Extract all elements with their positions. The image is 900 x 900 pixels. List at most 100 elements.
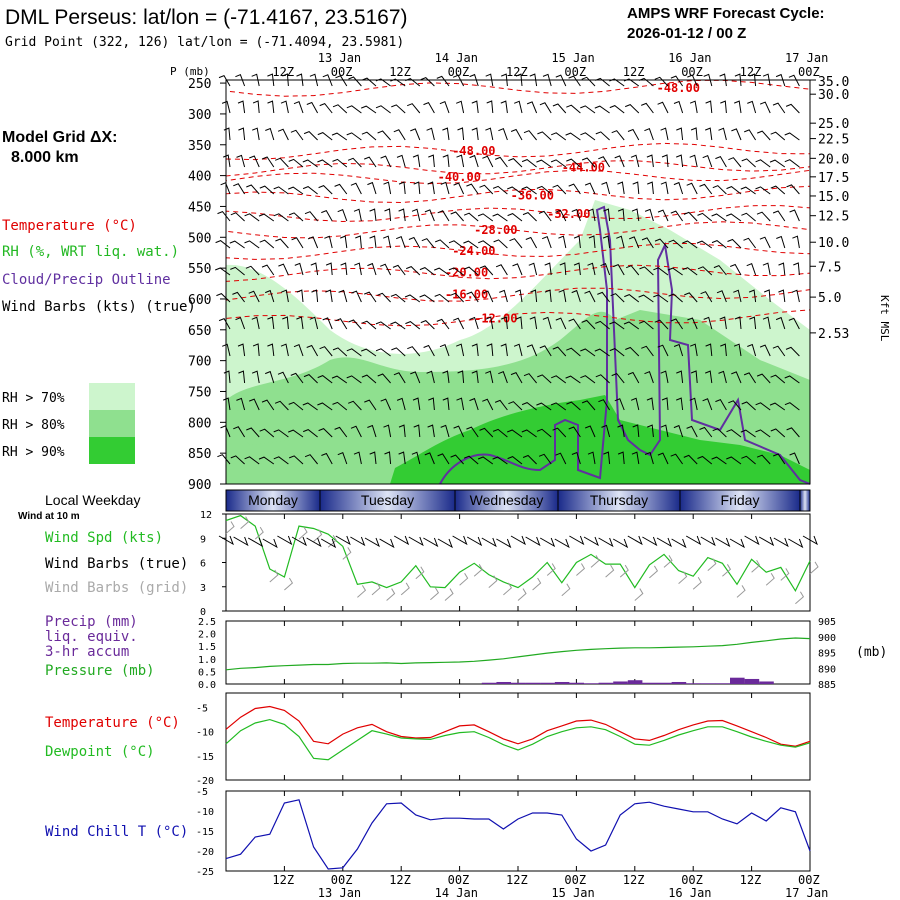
legend-item: Cloud/Precip Outline [2, 272, 171, 288]
wind-barb [492, 456, 508, 465]
wind-barb [542, 316, 552, 330]
wind-barb [673, 343, 684, 357]
wind-barb [610, 293, 625, 303]
wind-barb [450, 211, 464, 222]
wind-y-label: 6 [200, 559, 206, 570]
rh-swatch [89, 383, 135, 410]
wind-barb [471, 127, 479, 141]
wind-barb [419, 267, 435, 276]
wind-barb [230, 266, 245, 276]
wind-barb [769, 159, 786, 168]
wind-barb [747, 100, 757, 114]
wind-barb [689, 154, 698, 168]
pressure-axis-label: P (mb) [170, 65, 210, 78]
wind-barb [744, 129, 757, 141]
weekday-label: Friday [721, 492, 760, 508]
wind-barb [513, 343, 523, 357]
wind-barb [494, 399, 508, 411]
wind-barb [251, 316, 260, 330]
wind-barb [523, 373, 537, 384]
wind-barb [398, 208, 406, 222]
wind-barb [609, 321, 625, 330]
isotherm-line [225, 160, 811, 177]
precip-bar [496, 681, 511, 684]
wind-barb [657, 452, 669, 465]
wind-barb [512, 263, 523, 276]
wind-barb [237, 100, 246, 114]
wind-barb [786, 427, 800, 438]
pressure-label: 400 [188, 170, 211, 185]
true-wind-barb [685, 535, 702, 546]
wind-barb [715, 398, 727, 411]
wind-barb [743, 237, 757, 249]
wind-barb [230, 212, 245, 222]
legend-item: Temperature (°C) [2, 218, 137, 234]
wind-barb [427, 424, 435, 438]
panel-frame [225, 620, 811, 685]
isotherm-line [225, 205, 811, 223]
wind-barb [367, 262, 377, 276]
wind-barb [369, 208, 377, 222]
wind-barb [492, 213, 508, 222]
wind-barb [390, 293, 406, 303]
isotherm-label: -12.00 [474, 312, 517, 326]
wind-barb [507, 186, 523, 195]
wind-barb [566, 104, 581, 114]
grid-wind-barb [561, 583, 571, 597]
chill-y-label: -15 [196, 827, 214, 838]
wind-barb [296, 289, 304, 303]
time-label: 12Z [272, 873, 294, 887]
time-label: 12Z [389, 873, 411, 887]
wind-barb [616, 235, 625, 249]
wind-barb [238, 370, 246, 384]
wind-barb [437, 453, 450, 465]
wind-barb [361, 320, 377, 330]
wind-barb [309, 316, 319, 330]
wind-barb [756, 373, 771, 384]
wind-barb [469, 316, 479, 330]
wind-barb [784, 402, 800, 411]
wind-barb [317, 132, 333, 141]
grid-wind-barb [722, 564, 732, 577]
wind-barb [498, 128, 508, 141]
wind-barb [259, 428, 275, 438]
wind-barb [482, 290, 494, 303]
wind-barb [603, 208, 611, 222]
isotherm-line [225, 264, 811, 282]
wind-barb [769, 402, 786, 411]
wind-barb [428, 154, 435, 168]
isotherm-line [225, 221, 811, 239]
wind-barb [657, 209, 669, 222]
wind-barb [770, 374, 786, 384]
wind-barb [223, 154, 231, 168]
grid-wind-barb [707, 558, 717, 572]
pressure-label: 850 [188, 447, 211, 462]
model-grid-label: Model Grid ΔX: [2, 129, 118, 146]
wind-barb [705, 343, 713, 357]
wind-barb [785, 103, 800, 114]
height-label: 17.5 [818, 171, 849, 186]
wind-barb [699, 183, 713, 195]
wind-barb [235, 317, 246, 330]
wind-barb [673, 100, 684, 114]
grid-wind-barb [342, 547, 352, 560]
wind-barb [727, 238, 742, 249]
height-label: 22.5 [818, 133, 849, 148]
wind-barb [702, 398, 713, 411]
wind-barb [367, 181, 377, 195]
wind-barb [523, 130, 537, 141]
true-wind-barb [496, 538, 512, 549]
wind-barb [528, 262, 538, 276]
wind-barb [290, 129, 304, 141]
wind-barb [275, 157, 289, 168]
wind-barb [653, 267, 669, 276]
date-label: 17 Jan [785, 51, 828, 65]
wind-barb [623, 321, 640, 330]
wind-legend-label: Wind Barbs (true) [45, 556, 188, 572]
true-wind-barb [247, 537, 264, 548]
wind-barb [515, 73, 523, 87]
wind-barb [466, 426, 479, 438]
wind-barb [244, 456, 260, 465]
wind-barb [346, 375, 362, 384]
